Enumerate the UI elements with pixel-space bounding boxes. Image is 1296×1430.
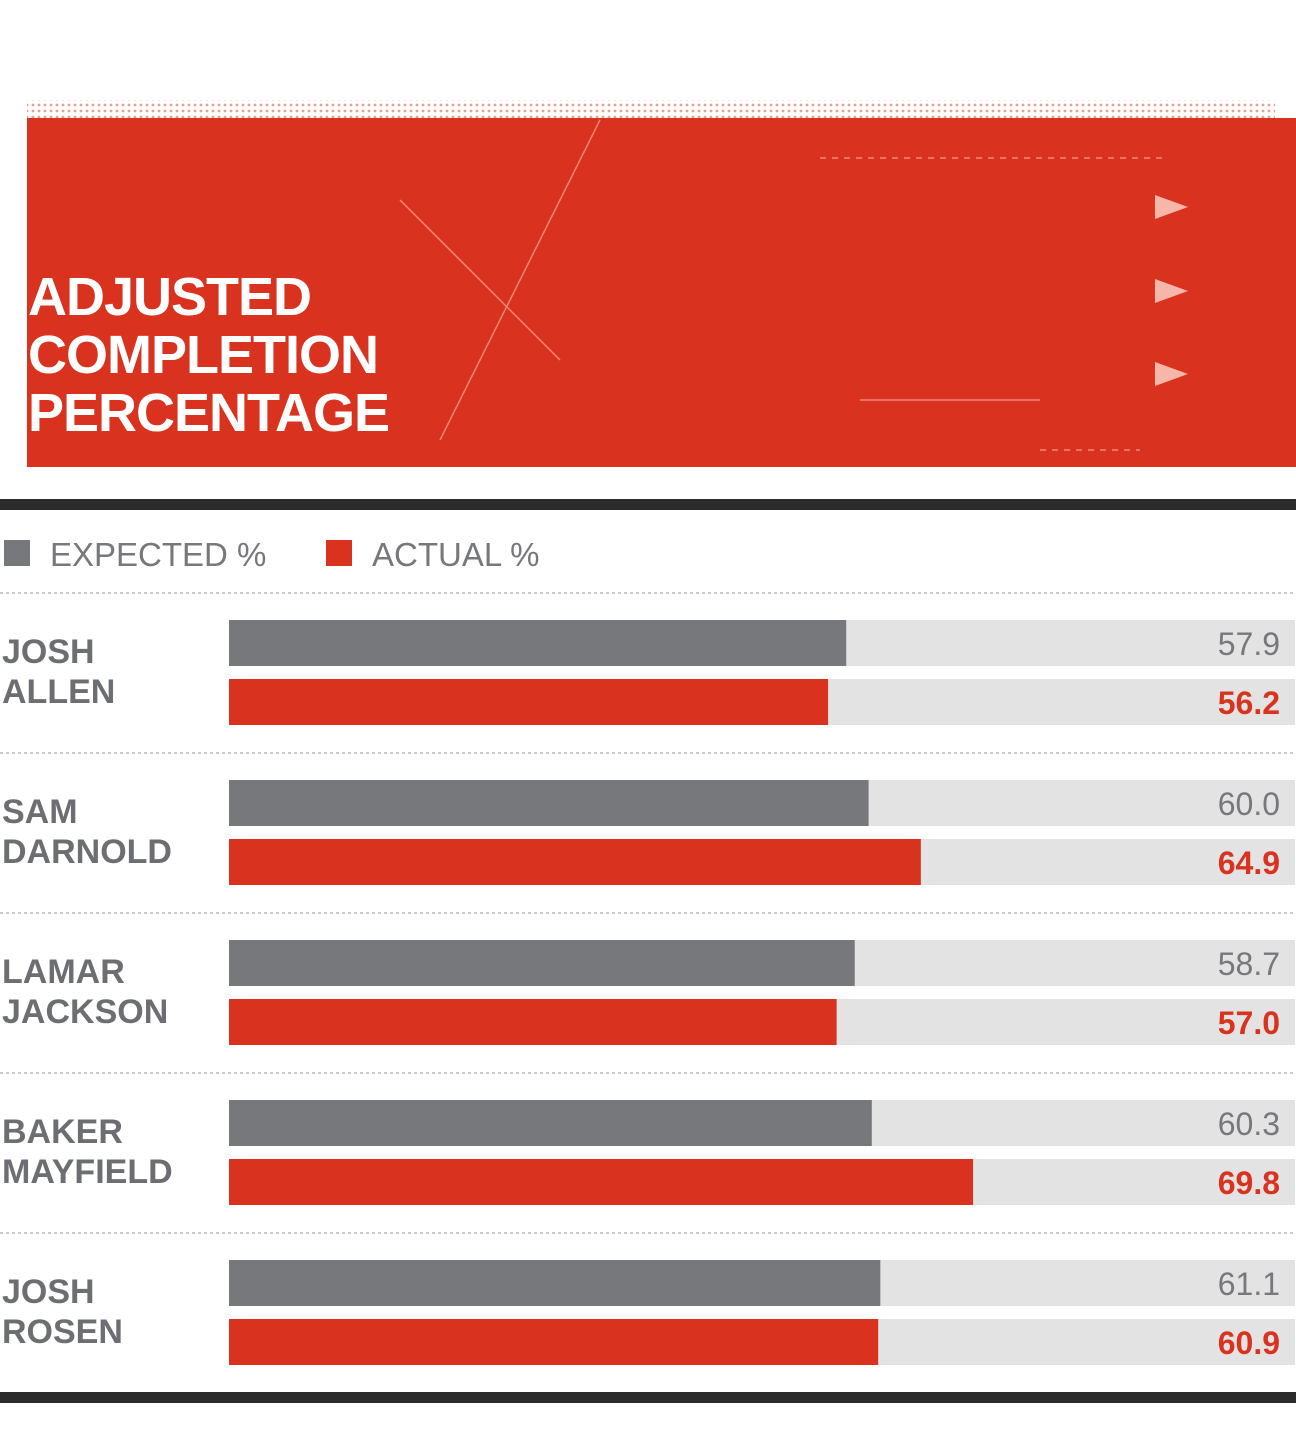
value-label: 57.9 bbox=[1218, 626, 1280, 662]
legend-swatch bbox=[4, 540, 30, 566]
legend-label: EXPECTED % bbox=[50, 536, 266, 573]
category-label: JOSH ALLEN bbox=[2, 633, 116, 711]
value-label: 60.0 bbox=[1218, 786, 1280, 822]
dot-band bbox=[27, 100, 1275, 120]
top-rule bbox=[0, 499, 1296, 510]
value-label: 57.0 bbox=[1218, 1005, 1280, 1041]
category-label: LAMAR JACKSON bbox=[2, 953, 169, 1031]
bar bbox=[229, 1159, 974, 1205]
value-label: 60.3 bbox=[1218, 1106, 1280, 1142]
value-label: 60.9 bbox=[1218, 1325, 1280, 1361]
banner-arrows bbox=[1155, 195, 1188, 386]
bar bbox=[229, 1260, 881, 1306]
chart-title: ADJUSTED COMPLETION PERCENTAGE bbox=[28, 267, 390, 443]
bar bbox=[229, 679, 829, 725]
banner-decoration bbox=[399, 119, 1165, 451]
value-label: 69.8 bbox=[1218, 1165, 1280, 1201]
bar bbox=[229, 1319, 879, 1365]
bar bbox=[229, 999, 837, 1045]
category-label: JOSH ROSEN bbox=[2, 1273, 123, 1351]
category-label: SAM DARNOLD bbox=[2, 793, 172, 871]
banner bbox=[27, 118, 1296, 467]
legend-label: ACTUAL % bbox=[372, 536, 539, 573]
bottom-rule bbox=[0, 1392, 1296, 1403]
bar bbox=[229, 1100, 872, 1146]
bar bbox=[229, 940, 855, 986]
bar bbox=[229, 839, 921, 885]
category-label: BAKER MAYFIELD bbox=[2, 1113, 173, 1191]
value-label: 64.9 bbox=[1218, 845, 1280, 881]
bar bbox=[229, 780, 869, 826]
value-label: 58.7 bbox=[1218, 946, 1280, 982]
bar bbox=[229, 620, 847, 666]
value-label: 61.1 bbox=[1218, 1266, 1280, 1302]
legend-swatch bbox=[326, 540, 352, 566]
value-label: 56.2 bbox=[1218, 685, 1280, 721]
